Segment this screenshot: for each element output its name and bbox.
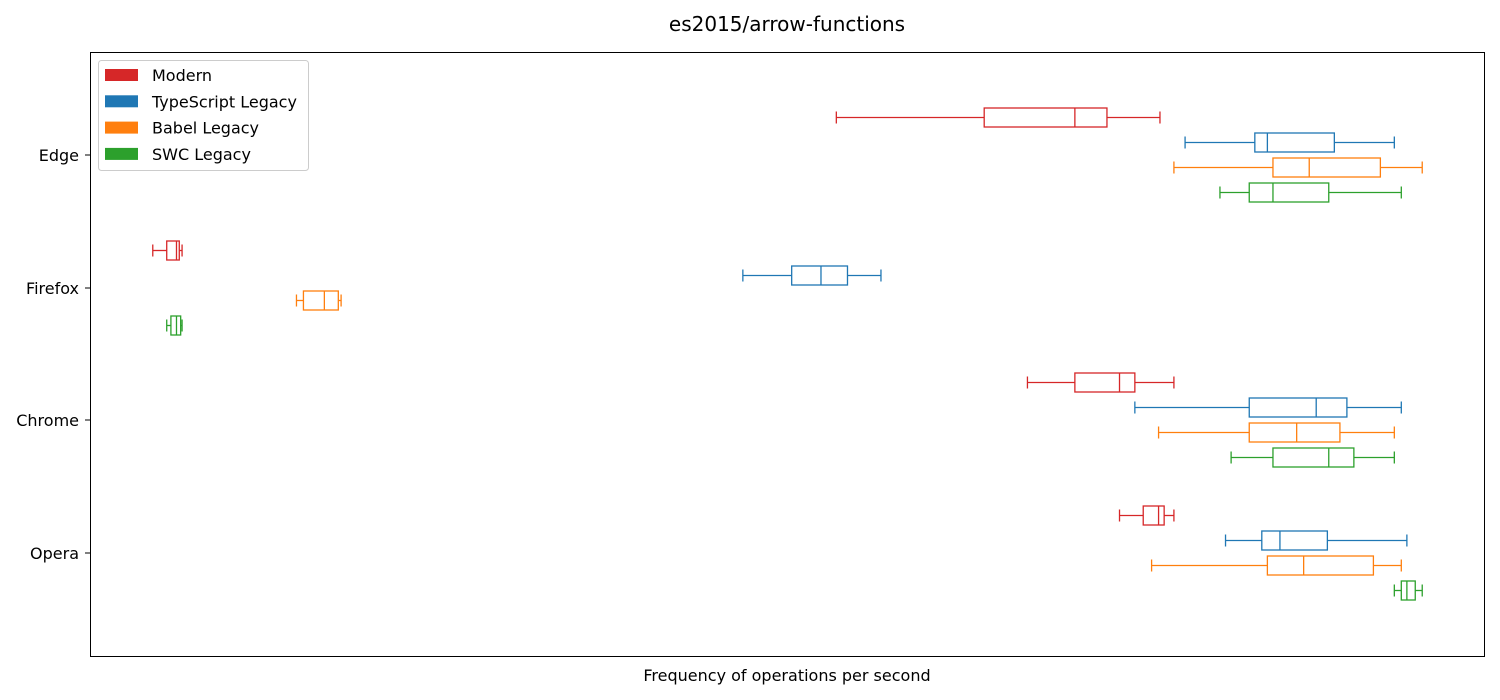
- iqr-box: [166, 240, 180, 261]
- legend-swatch-swc-legacy: [105, 147, 138, 160]
- box-modern-opera: [1118, 505, 1175, 526]
- iqr-box: [1266, 555, 1375, 576]
- iqr-box: [1248, 397, 1348, 418]
- legend-label-swc-legacy: SWC Legacy: [152, 145, 251, 164]
- legend-swatch-modern: [105, 69, 138, 81]
- iqr-box: [983, 107, 1108, 128]
- legend: Modern TypeScript Legacy Babel Legacy SWC L…: [98, 60, 309, 171]
- y-tick-label-opera: Opera: [30, 544, 79, 563]
- box-swc-legacy-edge: [1219, 182, 1402, 203]
- box-babel-legacy-firefox: [295, 290, 342, 311]
- box-modern-chrome: [1026, 372, 1175, 393]
- box-babel-legacy-edge: [1173, 157, 1423, 178]
- box-babel-legacy-chrome: [1157, 422, 1395, 443]
- iqr-box: [1400, 580, 1416, 601]
- box-babel-legacy-opera: [1150, 555, 1402, 576]
- legend-frame: [98, 60, 309, 171]
- iqr-box: [1272, 447, 1355, 468]
- box-groups: [152, 107, 1423, 601]
- y-tick-label-firefox: Firefox: [26, 279, 79, 298]
- y-tick-label-chrome: Chrome: [16, 411, 79, 430]
- iqr-box: [1254, 132, 1335, 153]
- box-typescript-legacy-firefox: [742, 265, 882, 286]
- iqr-box: [1248, 182, 1330, 203]
- iqr-box: [1248, 422, 1341, 443]
- iqr-box: [1142, 505, 1165, 526]
- x-axis-label: Frequency of operations per second: [643, 666, 930, 685]
- box-modern-firefox: [152, 240, 183, 261]
- iqr-box: [1261, 530, 1329, 551]
- box-typescript-legacy-edge: [1184, 132, 1395, 153]
- iqr-box: [170, 315, 182, 336]
- iqr-box: [791, 265, 849, 286]
- box-swc-legacy-opera: [1393, 580, 1423, 601]
- legend-swatch-typescript-legacy: [105, 95, 138, 108]
- y-tick-label-edge: Edge: [39, 146, 79, 165]
- iqr-box: [1272, 157, 1382, 178]
- box-modern-edge: [835, 107, 1161, 128]
- chart-title: es2015/arrow-functions: [669, 12, 905, 36]
- box-typescript-legacy-chrome: [1134, 397, 1402, 418]
- legend-label-modern: Modern: [152, 66, 212, 85]
- box-swc-legacy-chrome: [1230, 447, 1395, 468]
- box-typescript-legacy-opera: [1224, 530, 1408, 551]
- legend-label-babel-legacy: Babel Legacy: [152, 119, 259, 138]
- legend-swatch-babel-legacy: [105, 121, 138, 134]
- plot-area: [90, 52, 1485, 657]
- iqr-box: [1074, 372, 1136, 393]
- y-axis: Edge Firefox Chrome Opera: [16, 146, 90, 563]
- iqr-box: [302, 290, 339, 311]
- box-swc-legacy-firefox: [166, 315, 183, 336]
- legend-label-typescript-legacy: TypeScript Legacy: [151, 92, 297, 111]
